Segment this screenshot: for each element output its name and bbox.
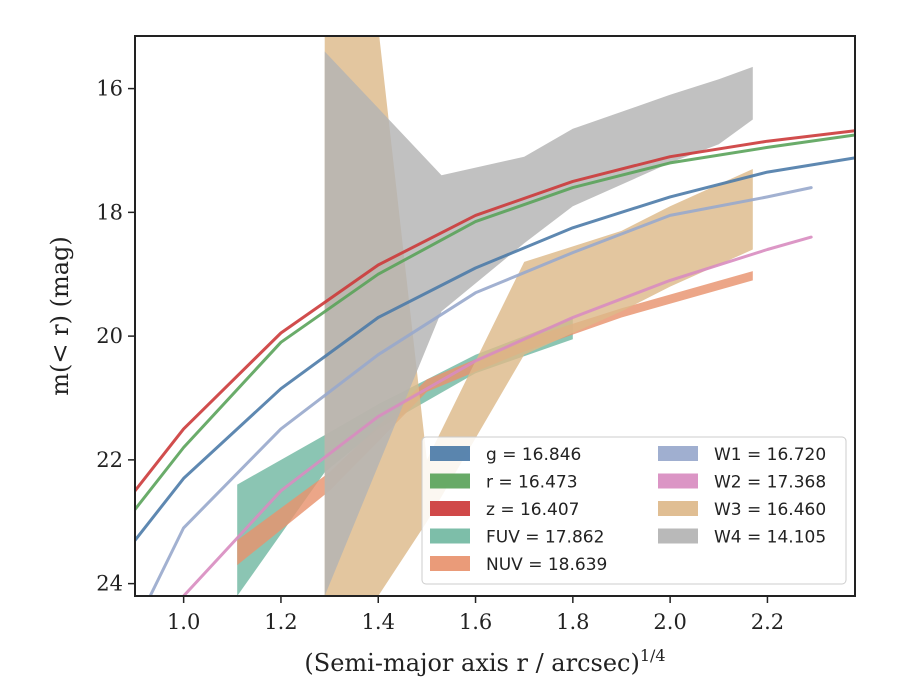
legend-swatch-w4 xyxy=(658,528,698,544)
line-r xyxy=(135,133,855,511)
line-w1 xyxy=(148,186,813,596)
legend-swatch-nuv xyxy=(430,556,470,571)
x-tick-label: 1.2 xyxy=(264,610,297,634)
x-axis-label-exponent: 1/4 xyxy=(640,646,666,665)
legend-label-fuv: FUV = 17.862 xyxy=(486,528,604,548)
y-axis-label: m(< r) (mag) xyxy=(46,236,74,395)
legend-label-z: z = 16.407 xyxy=(486,500,579,520)
x-tick-label: 1.0 xyxy=(167,610,200,634)
legend-swatch-g xyxy=(430,446,470,461)
line-g xyxy=(135,156,855,542)
x-tick-label: 1.4 xyxy=(362,610,395,634)
y-tick-label: 16 xyxy=(96,77,123,101)
legend-label-w4: W4 = 14.105 xyxy=(714,528,826,548)
y-tick-label: 20 xyxy=(96,324,123,348)
y-tick-label: 22 xyxy=(96,448,123,472)
legend-label-w2: W2 = 17.368 xyxy=(714,473,826,493)
legend-swatch-w3 xyxy=(658,501,698,516)
legend-label-w1: W1 = 16.720 xyxy=(714,445,826,465)
legend-label-g: g = 16.846 xyxy=(486,445,581,465)
band-w4 xyxy=(324,51,753,596)
legend-label-w3: W3 = 16.460 xyxy=(714,500,826,520)
legend-swatch-z xyxy=(430,501,470,516)
y-tick-label: 24 xyxy=(96,572,123,596)
x-tick-label: 1.8 xyxy=(556,610,589,634)
legend-label-nuv: NUV = 18.639 xyxy=(486,555,607,575)
legend-box xyxy=(421,436,847,585)
line-w2 xyxy=(182,235,813,596)
legend-swatch-w1 xyxy=(658,446,698,461)
x-tick-label: 2.0 xyxy=(653,610,686,634)
legend-swatch-fuv xyxy=(430,528,470,544)
x-tick-label: 1.6 xyxy=(459,610,492,634)
x-tick-label: 2.2 xyxy=(751,610,784,634)
legend-label-r: r = 16.473 xyxy=(486,473,578,493)
line-z xyxy=(135,129,855,493)
y-tick-label: 18 xyxy=(96,200,123,224)
legend-swatch-r xyxy=(430,473,470,489)
legend-swatch-w2 xyxy=(658,473,698,489)
plot-frame xyxy=(134,35,856,597)
x-axis-label: (Semi-major axis r / arcsec)1/4 xyxy=(304,646,665,677)
